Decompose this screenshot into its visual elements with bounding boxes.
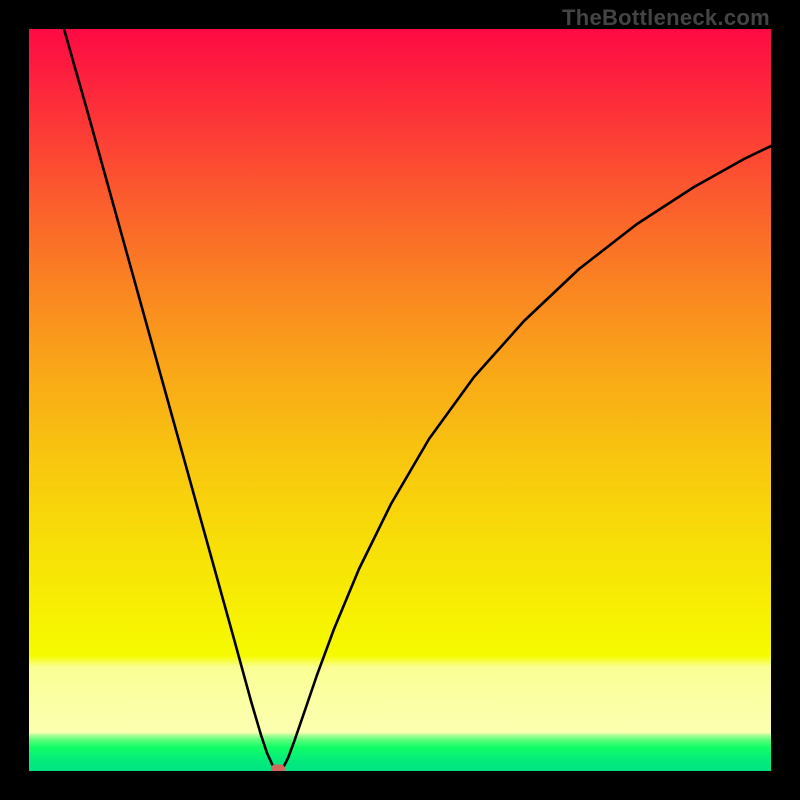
watermark-text: TheBottleneck.com bbox=[562, 5, 770, 31]
chart-container: TheBottleneck.com bbox=[0, 0, 800, 800]
plot-area bbox=[29, 29, 771, 771]
curve-path bbox=[64, 29, 771, 771]
minimum-marker bbox=[271, 765, 285, 772]
bottleneck-curve bbox=[29, 29, 771, 771]
